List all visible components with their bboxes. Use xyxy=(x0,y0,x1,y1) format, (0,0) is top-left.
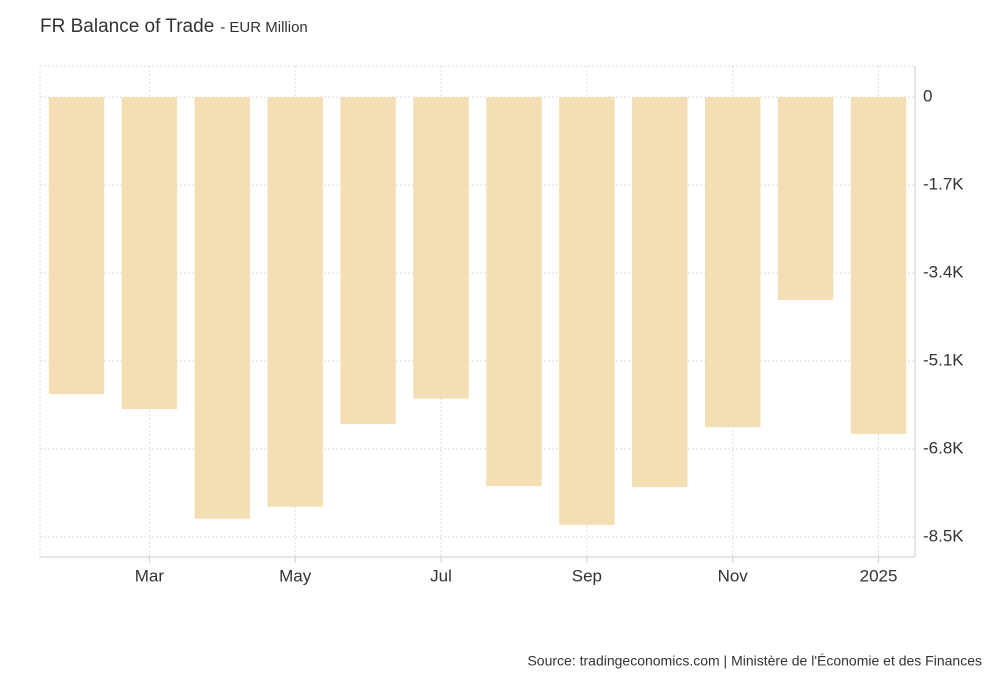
y-tick-label: -1.7K xyxy=(923,174,964,193)
bar xyxy=(194,97,250,519)
chart-title: FR Balance of Trade xyxy=(40,16,214,37)
x-tick-label: Nov xyxy=(718,566,749,585)
source-note: Source: tradingeconomics.com | Ministère… xyxy=(527,653,982,669)
chart-subtitle: - EUR Million xyxy=(220,19,308,36)
bar xyxy=(48,97,105,395)
x-tick-label: Jul xyxy=(430,566,452,585)
y-tick-label: -5.1K xyxy=(923,350,964,369)
x-tick-label: Mar xyxy=(135,566,165,585)
bar xyxy=(777,97,834,300)
bar xyxy=(340,97,396,425)
y-tick-label: 0 xyxy=(923,87,932,106)
bar xyxy=(705,97,761,428)
y-tick-label: -3.4K xyxy=(923,262,964,281)
x-tick-label: 2025 xyxy=(860,566,898,585)
bar xyxy=(486,97,542,487)
x-tick-label: May xyxy=(279,566,312,585)
bar xyxy=(559,97,615,525)
x-tick-label: Sep xyxy=(572,566,602,585)
y-tick-label: -8.5K xyxy=(923,526,964,545)
y-tick-label: -6.8K xyxy=(923,438,964,457)
bar xyxy=(850,97,907,434)
bar xyxy=(632,97,688,488)
bar xyxy=(121,97,178,410)
bar xyxy=(413,97,469,399)
bar xyxy=(267,97,323,507)
